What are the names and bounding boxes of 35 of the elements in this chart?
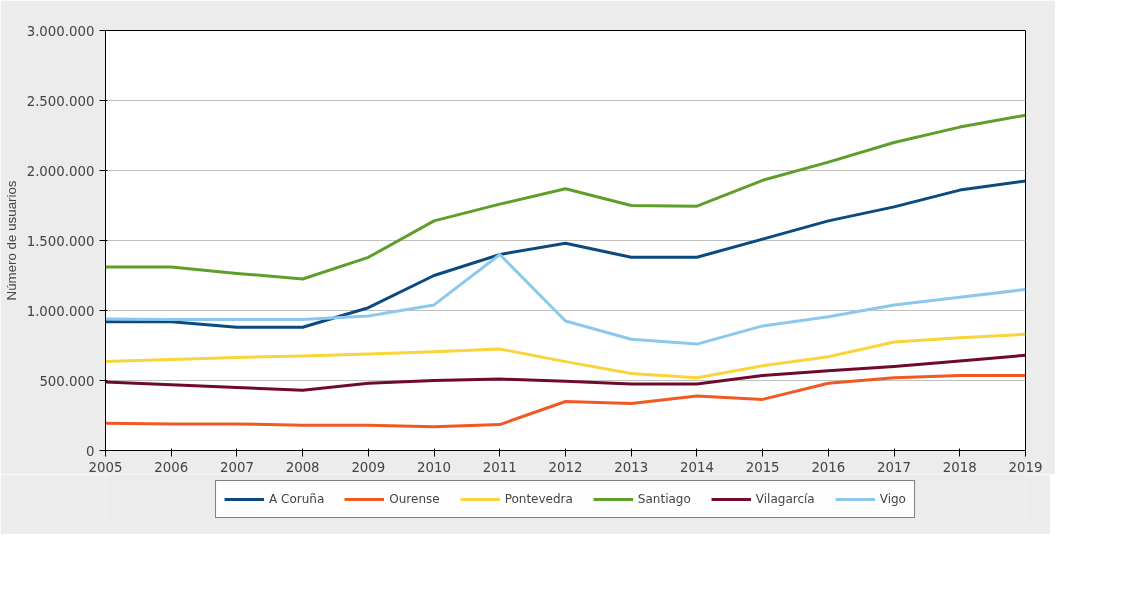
x-tick-label: 2013 bbox=[614, 459, 649, 475]
x-tick-label: 2012 bbox=[548, 459, 583, 475]
y-tick-label: 1.000.000 bbox=[26, 303, 95, 319]
x-tick-label: 2008 bbox=[285, 459, 320, 475]
x-tick-label: 2015 bbox=[745, 459, 780, 475]
x-tick-label: 2007 bbox=[219, 459, 254, 475]
legend-label: A Coruña bbox=[269, 492, 325, 506]
line-series bbox=[105, 179, 1026, 329]
y-tick-label: 2.000.000 bbox=[26, 163, 95, 179]
legend-label: Santiago bbox=[637, 492, 691, 506]
legend-label: Vilagarcía bbox=[755, 492, 815, 506]
y-tick-label: 3.000.000 bbox=[26, 23, 95, 39]
x-tick-label: 2016 bbox=[811, 459, 846, 475]
y-tick-label: 0 bbox=[86, 443, 95, 459]
y-tick-label: 500.000 bbox=[39, 373, 95, 389]
x-tick-label: 2010 bbox=[417, 459, 452, 475]
x-tick-label: 2019 bbox=[1008, 459, 1043, 475]
legend-label: Pontevedra bbox=[504, 492, 573, 506]
legend-label: Ourense bbox=[389, 492, 440, 506]
y-tick-label: 2.500.000 bbox=[26, 93, 95, 109]
legend-label: Vigo bbox=[879, 492, 906, 506]
x-tick-label: 2009 bbox=[351, 459, 386, 475]
x-tick-label: 2014 bbox=[679, 459, 714, 475]
x-tick-label: 2018 bbox=[942, 459, 977, 475]
y-axis-title: Número de usuarios bbox=[3, 180, 19, 301]
line-series bbox=[105, 332, 1026, 380]
x-tick-label: 2011 bbox=[482, 459, 517, 475]
y-tick-label: 1.500.000 bbox=[26, 233, 95, 249]
line-series bbox=[105, 113, 1026, 281]
line-series bbox=[105, 353, 1026, 392]
x-tick-label: 2017 bbox=[877, 459, 912, 475]
x-tick-label: 2006 bbox=[154, 459, 189, 475]
line-series bbox=[105, 374, 1026, 429]
line-series bbox=[105, 253, 1026, 346]
x-tick-label: 2005 bbox=[88, 459, 123, 475]
